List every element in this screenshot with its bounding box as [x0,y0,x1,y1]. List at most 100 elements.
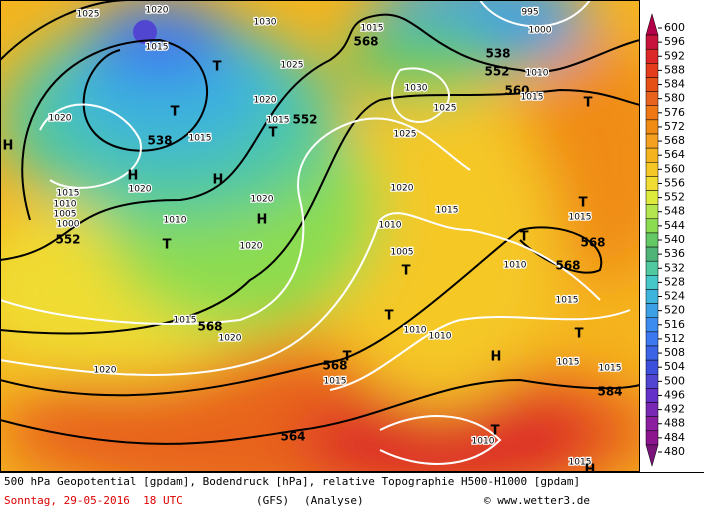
legend-label: 560 [664,162,685,175]
legend-label: 532 [664,261,685,274]
legend-label: 556 [664,176,685,189]
legend-swatch [645,34,659,50]
legend-swatch [645,444,659,468]
pressure-center: T [575,327,584,342]
legend-label: 564 [664,148,685,161]
pressure-center: H [585,463,596,473]
pressure-center: T [385,309,394,324]
pressure-label: 1020 [240,242,263,252]
pressure-label: 1010 [429,332,452,342]
footer-rule [0,472,704,473]
legend-swatch [645,289,659,304]
pressure-label: 1010 [54,200,77,210]
legend-swatch [645,48,659,64]
legend-label: 492 [664,403,685,416]
legend-label: 592 [664,49,685,62]
legend-swatch [645,402,659,417]
legend-label: 504 [664,360,685,373]
pressure-label: 1030 [405,84,428,94]
map-frame [0,0,640,472]
legend-label: 568 [664,134,685,147]
pressure-label: 1010 [404,326,427,336]
geopotential-label: 552 [55,233,80,247]
pressure-center: T [163,238,172,253]
geopotential-label: 568 [353,35,378,49]
legend-swatch [645,232,659,248]
legend-swatch [645,119,659,135]
legend-swatch [645,345,659,361]
geopotential-label: 538 [147,134,172,148]
pressure-label: 1020 [146,6,169,16]
pressure-label: 1025 [77,10,100,20]
pressure-label: 1010 [472,437,495,447]
legend-label: 548 [664,205,685,218]
pressure-label: 1015 [267,116,290,126]
legend-label: 512 [664,332,685,345]
pressure-label: 1015 [569,213,592,223]
pressure-label: 1010 [504,261,527,271]
geopotential-label: 568 [580,236,605,250]
legend-label: 480 [664,445,685,458]
pressure-label: 1025 [281,61,304,71]
legend-swatch [645,63,659,78]
legend-swatch [645,77,659,92]
legend-swatch [645,176,659,191]
pressure-label: 1015 [569,458,592,468]
pressure-label: 1005 [54,210,77,220]
legend-swatch [645,260,659,276]
legend-label: 508 [664,346,685,359]
legend-swatch [645,162,659,177]
pressure-label: 1000 [529,26,552,36]
geopotential-label: 568 [197,320,222,334]
pressure-label: 1025 [394,130,417,140]
pressure-center: T [579,196,588,211]
geopotential-label: 552 [292,113,317,127]
pressure-label: 1015 [557,358,580,368]
pressure-label: 1010 [379,221,402,231]
legend-label: 544 [664,219,685,232]
geopotential-label: 560 [504,84,529,98]
legend-label: 588 [664,63,685,76]
geopotential-label: 584 [597,385,622,399]
legend-swatch [645,374,659,389]
legend-swatch [645,303,659,318]
geopotential-label: 538 [485,47,510,61]
pressure-center: H [257,213,268,228]
pressure-label: 1015 [556,296,579,306]
legend-label: 540 [664,233,685,246]
legend-label: 528 [664,275,685,288]
pressure-label: 1015 [174,316,197,326]
pressure-label: 1020 [219,334,242,344]
geopotential-label: 568 [322,359,347,373]
geopotential-label: 568 [555,259,580,273]
pressure-label: 1020 [49,114,72,124]
legend-label: 500 [664,374,685,387]
pressure-label: 1015 [324,377,347,387]
pressure-label: 1025 [434,104,457,114]
legend-swatch [645,416,659,432]
pressure-label: 1015 [361,24,384,34]
pressure-label: 1015 [57,189,80,199]
legend-swatch [645,359,659,375]
pressure-center: T [491,424,500,439]
legend-label: 576 [664,106,685,119]
legend-swatch [645,204,659,220]
legend-swatch [645,218,659,234]
pressure-label: 1010 [164,216,187,226]
legend-swatch [645,147,659,163]
footer-date: Sonntag, 29-05-2016 18 UTC [4,494,183,507]
pressure-label: 1010 [526,69,549,79]
legend-label: 496 [664,388,685,401]
legend-swatch [645,133,659,149]
pressure-label: 1005 [391,248,414,258]
legend-label: 516 [664,318,685,331]
pressure-label: 1000 [57,220,80,230]
legend-label: 488 [664,417,685,430]
legend-label: 484 [664,431,685,444]
pressure-label: 1020 [94,366,117,376]
pressure-center: T [213,60,222,75]
legend-label: 572 [664,120,685,133]
pressure-label: 1020 [129,185,152,195]
pressure-center: H [128,169,139,184]
legend-label: 552 [664,191,685,204]
